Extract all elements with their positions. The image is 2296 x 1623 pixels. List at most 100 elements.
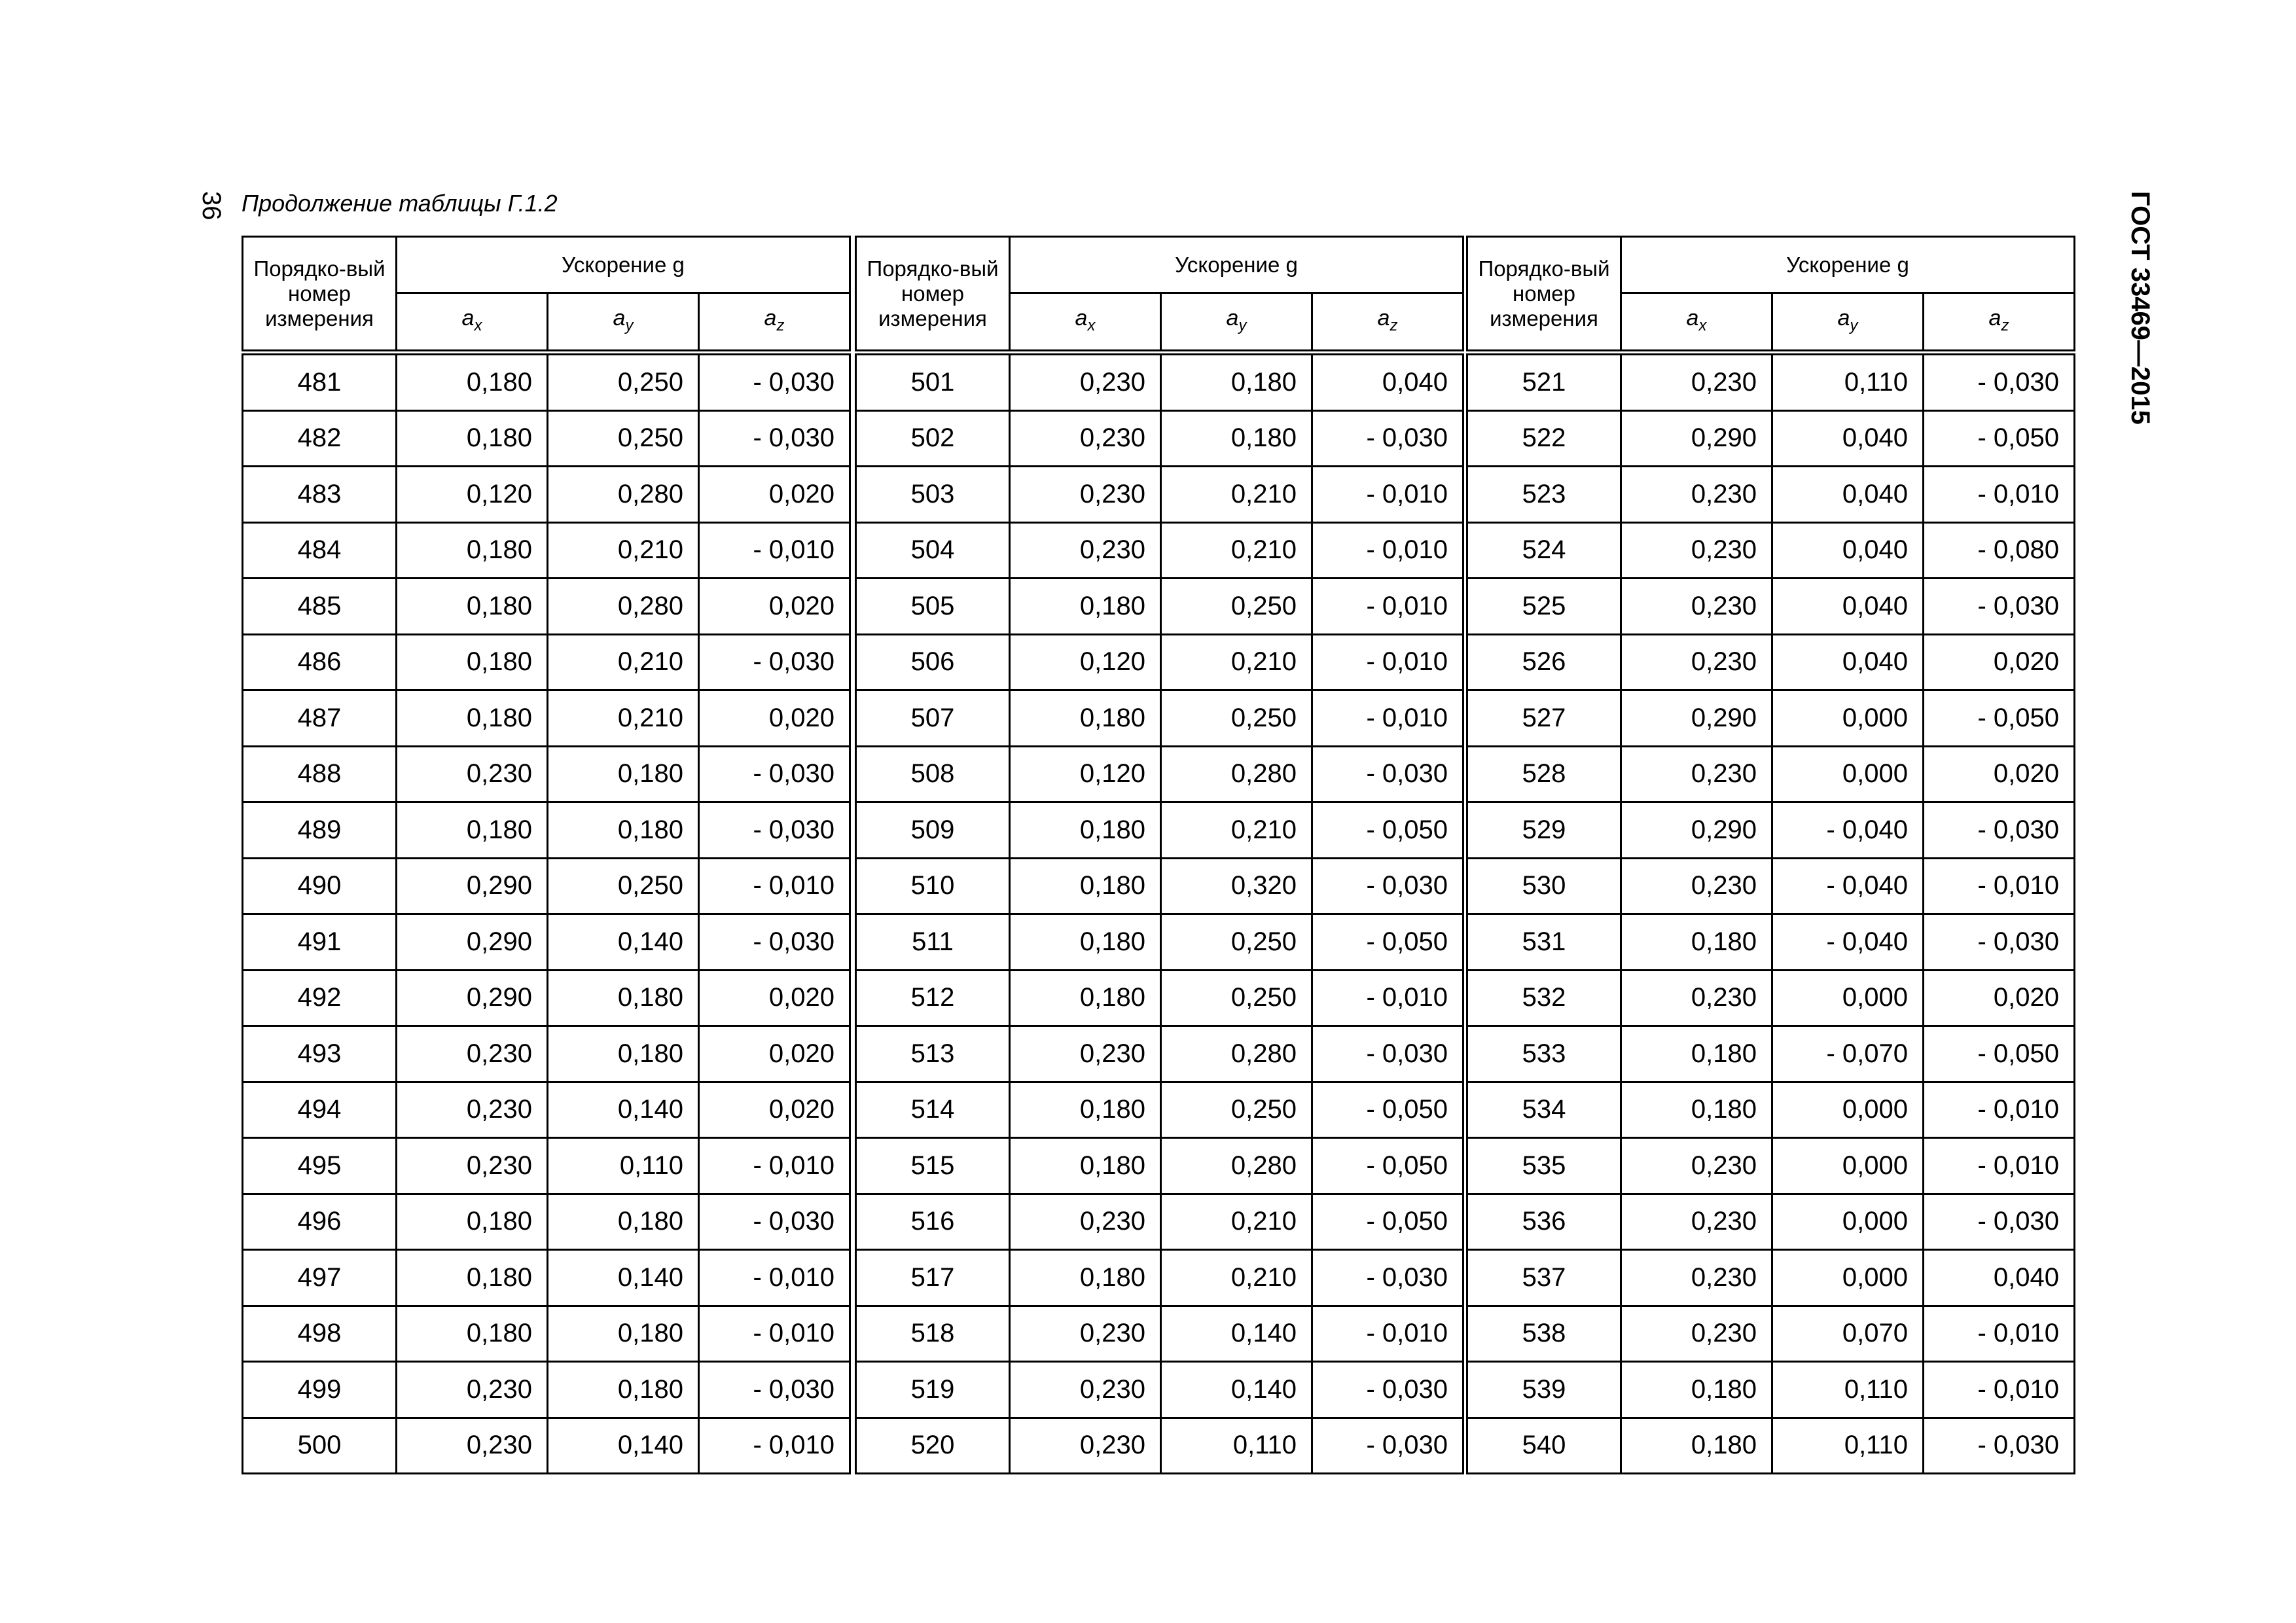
table-caption: Продолжение таблицы Г.1.2	[242, 190, 558, 217]
header-acceleration: Ускорение g	[1009, 235, 1464, 294]
cell-ay-value: - 0,040	[1771, 913, 1924, 971]
cell-ay-value: 0,280	[547, 577, 700, 635]
header-a-symbol: a	[1377, 305, 1390, 330]
cell-ax-value: 0,230	[1620, 465, 1773, 524]
cell-measurement-number: 504	[855, 521, 1011, 579]
cell-az-value: - 0,010	[1311, 465, 1464, 524]
cell-az-value: 0,020	[1922, 633, 2075, 691]
cell-measurement-number: 515	[855, 1137, 1011, 1195]
cell-measurement-number: 491	[242, 913, 397, 971]
cell-ax-value: 0,290	[1620, 409, 1773, 467]
cell-ay-value: 0,000	[1771, 1137, 1924, 1195]
header-az: az	[1311, 292, 1464, 355]
table-row: 493 0,230 0,180 0,020	[242, 1025, 851, 1083]
cell-ax-value: 0,230	[1620, 1249, 1773, 1307]
table-row: 485 0,180 0,280 0,020	[242, 577, 851, 635]
cell-ax-value: 0,180	[1009, 857, 1162, 915]
cell-az-value: - 0,010	[1922, 1137, 2075, 1195]
cell-measurement-number: 540	[1466, 1416, 1622, 1474]
cell-az-value: - 0,030	[698, 633, 851, 691]
cell-ax-value: 0,180	[1009, 1080, 1162, 1139]
table-row: 491 0,290 0,140- 0,030	[242, 913, 851, 971]
table-row: 527 0,290 0,000- 0,050	[1466, 689, 2075, 747]
table-group-1: Порядко-вый номер измерения Ускорение g ax…	[242, 235, 851, 1474]
cell-measurement-number: 486	[242, 633, 397, 691]
cell-az-value: - 0,030	[698, 1192, 851, 1251]
table-row: 503 0,230 0,210- 0,010	[855, 465, 1464, 524]
cell-ax-value: 0,180	[395, 351, 548, 412]
document-code: ГОСТ 33469—2015	[2126, 191, 2155, 425]
cell-ax-value: 0,180	[395, 801, 548, 859]
cell-ay-value: 0,210	[1160, 1192, 1313, 1251]
cell-measurement-number: 507	[855, 689, 1011, 747]
table-row: 514 0,180 0,250- 0,050	[855, 1080, 1464, 1139]
cell-measurement-number: 520	[855, 1416, 1011, 1474]
cell-ax-value: 0,230	[1620, 1137, 1773, 1195]
table-row: 496 0,180 0,180- 0,030	[242, 1192, 851, 1251]
cell-ay-value: 0,180	[1160, 409, 1313, 467]
table-row: 516 0,230 0,210- 0,050	[855, 1192, 1464, 1251]
cell-az-value: - 0,010	[698, 1137, 851, 1195]
table-row: 522 0,290 0,040- 0,050	[1466, 409, 2075, 467]
cell-measurement-number: 500	[242, 1416, 397, 1474]
table-row: 495 0,230 0,110- 0,010	[242, 1137, 851, 1195]
cell-ay-value: 0,110	[1771, 1416, 1924, 1474]
table-row: 518 0,230 0,140- 0,010	[855, 1304, 1464, 1363]
cell-ax-value: 0,230	[1620, 633, 1773, 691]
cell-ax-value: 0,230	[1009, 1361, 1162, 1419]
cell-measurement-number: 526	[1466, 633, 1622, 691]
cell-az-value: 0,040	[1922, 1249, 2075, 1307]
cell-ay-value: 0,040	[1771, 409, 1924, 467]
cell-ax-value: 0,180	[1009, 969, 1162, 1027]
cell-measurement-number: 516	[855, 1192, 1011, 1251]
cell-az-value: - 0,030	[1922, 577, 2075, 635]
cell-az-value: - 0,010	[698, 1416, 851, 1474]
cell-az-value: - 0,010	[698, 1304, 851, 1363]
table-row: 535 0,230 0,000- 0,010	[1466, 1137, 2075, 1195]
table-row: 499 0,230 0,180- 0,030	[242, 1361, 851, 1419]
cell-measurement-number: 511	[855, 913, 1011, 971]
cell-az-value: - 0,030	[1922, 801, 2075, 859]
cell-ay-value: 0,250	[1160, 577, 1313, 635]
cell-ay-value: 0,040	[1771, 577, 1924, 635]
cell-az-value: 0,020	[698, 577, 851, 635]
cell-az-value: 0,020	[698, 1025, 851, 1083]
table-row: 500 0,230 0,140- 0,010	[242, 1416, 851, 1474]
table-row: 517 0,180 0,210- 0,030	[855, 1249, 1464, 1307]
table-group-3: Порядко-вый номер измерения Ускорение g ax…	[1466, 235, 2075, 1474]
table-group-2: Порядко-вый номер измерения Ускорение g ax…	[855, 235, 1464, 1474]
cell-measurement-number: 483	[242, 465, 397, 524]
table-row: 492 0,290 0,180 0,020	[242, 969, 851, 1027]
table-row: 494 0,230 0,140 0,020	[242, 1080, 851, 1139]
header-a-symbol: a	[1075, 305, 1088, 330]
header-a-symbol: a	[613, 305, 626, 330]
cell-ay-value: 0,280	[1160, 745, 1313, 803]
cell-measurement-number: 502	[855, 409, 1011, 467]
header-ay: ay	[547, 292, 700, 355]
cell-measurement-number: 489	[242, 801, 397, 859]
cell-ax-value: 0,180	[395, 521, 548, 579]
header-a-symbol: a	[1226, 305, 1239, 330]
cell-measurement-number: 534	[1466, 1080, 1622, 1139]
cell-az-value: - 0,030	[698, 745, 851, 803]
table-row: 520 0,230 0,110- 0,030	[855, 1416, 1464, 1474]
cell-ax-value: 0,180	[395, 577, 548, 635]
cell-az-value: - 0,030	[698, 351, 851, 412]
table-row: 484 0,180 0,210- 0,010	[242, 521, 851, 579]
cell-ax-value: 0,180	[1620, 1025, 1773, 1083]
cell-az-value: 0,020	[698, 689, 851, 747]
cell-ax-value: 0,230	[1009, 1304, 1162, 1363]
cell-az-value: 0,040	[1311, 351, 1464, 412]
header-subscript: z	[776, 316, 785, 334]
table-row: 505 0,180 0,250- 0,010	[855, 577, 1464, 635]
table-row: 524 0,230 0,040- 0,080	[1466, 521, 2075, 579]
table-row: 538 0,230 0,070- 0,010	[1466, 1304, 2075, 1363]
cell-ay-value: 0,140	[547, 1416, 700, 1474]
cell-measurement-number: 533	[1466, 1025, 1622, 1083]
cell-measurement-number: 527	[1466, 689, 1622, 747]
cell-az-value: - 0,010	[1311, 521, 1464, 579]
cell-ax-value: 0,230	[1009, 1416, 1162, 1474]
cell-ax-value: 0,230	[395, 1361, 548, 1419]
cell-az-value: - 0,080	[1922, 521, 2075, 579]
cell-ax-value: 0,120	[1009, 745, 1162, 803]
